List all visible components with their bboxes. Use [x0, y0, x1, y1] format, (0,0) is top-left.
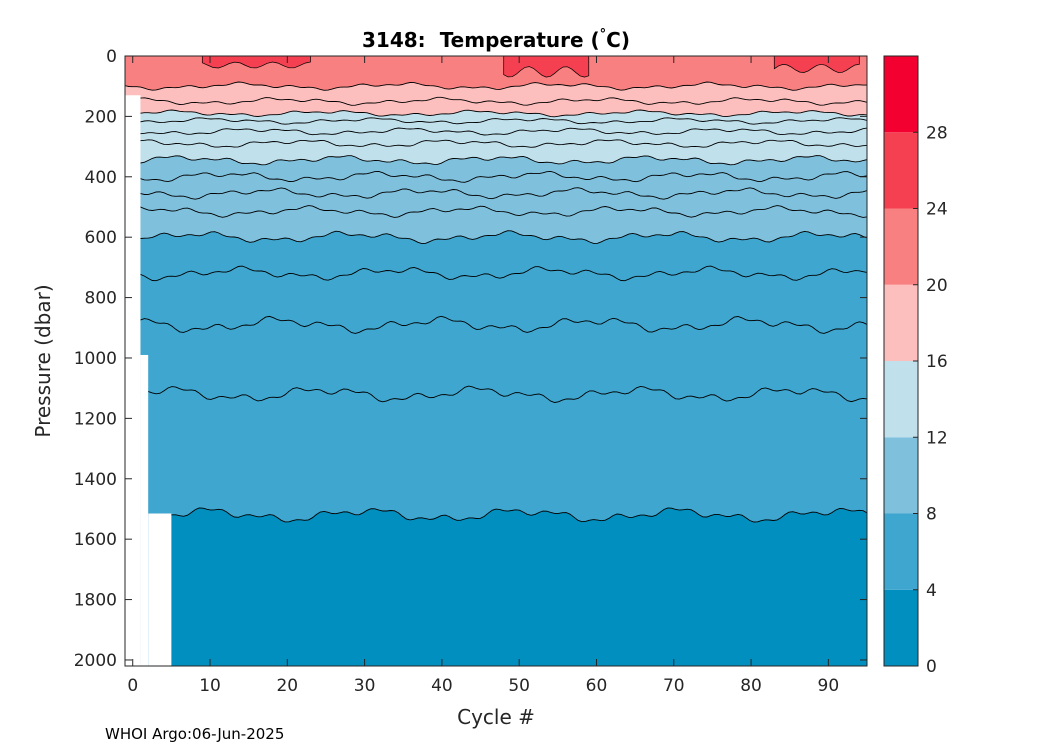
y-tick-label: 400: [85, 168, 117, 188]
warm-patch: [201, 56, 311, 69]
x-tick-label: 10: [199, 676, 221, 696]
contour-line: [125, 187, 867, 200]
x-axis-label: Cycle #: [457, 705, 535, 729]
x-tick-label: 80: [740, 676, 762, 696]
contour-line: [125, 155, 867, 166]
colorbar-tick-label: 28: [926, 123, 948, 143]
colorbar-tick-label: 16: [926, 352, 948, 372]
contour-line: [125, 205, 867, 218]
colorbar-tick-label: 4: [926, 581, 937, 601]
chart-title: 3148: Temperature (°C): [362, 27, 630, 52]
plot-frame: [124, 55, 868, 667]
y-axis-label: Pressure (dbar): [31, 284, 55, 437]
contour-line: [125, 507, 867, 523]
warm-patch: [503, 56, 590, 78]
plot-area: [125, 56, 867, 666]
contour-line: [125, 139, 867, 148]
contour-line: [125, 170, 867, 183]
y-tick-label: 800: [85, 289, 117, 309]
y-tick-label: 1400: [74, 470, 117, 490]
contour-line: [125, 265, 867, 282]
y-tick-label: 1200: [74, 409, 117, 429]
colorbar-tick-label: 8: [926, 505, 937, 525]
y-tick-label: 0: [106, 47, 117, 67]
colorbar-swatch: [884, 208, 918, 285]
x-tick-label: 70: [663, 676, 685, 696]
colorbar-tick-label: 24: [926, 200, 948, 220]
data-gap: [125, 95, 141, 666]
x-tick-label: 30: [354, 676, 376, 696]
y-tick-label: 1600: [74, 530, 117, 550]
colorbar-swatch: [884, 513, 918, 590]
x-tick-label: 60: [586, 676, 608, 696]
colorbar-swatch: [884, 284, 918, 361]
x-tick-label: 50: [508, 676, 530, 696]
x-tick-label: 20: [276, 676, 298, 696]
contour-line: [125, 117, 867, 125]
colorbar-swatch: [884, 437, 918, 514]
colorbar-swatch: [884, 132, 918, 209]
data-gap: [140, 354, 149, 666]
contour-line: [125, 315, 867, 334]
colorbar-swatch: [884, 361, 918, 438]
colorbar-tick-label: 20: [926, 276, 948, 296]
y-tick-label: 600: [85, 228, 117, 248]
contour-line: [125, 385, 867, 403]
colorbar-swatch: [884, 56, 918, 133]
colorbar-tick-label: 0: [926, 657, 937, 677]
y-tick-label: 1000: [74, 349, 117, 369]
contour-line: [125, 109, 867, 118]
band-fill: [125, 56, 867, 91]
x-tick-label: 0: [127, 676, 138, 696]
warm-patch: [773, 56, 860, 73]
contour-line: [125, 127, 867, 136]
colorbar-tick-label: 12: [926, 428, 948, 448]
y-tick-label: 2000: [74, 651, 117, 671]
contour-line: [125, 230, 867, 245]
colorbar: 0 4 8 12 16 20 24 28: [883, 55, 948, 677]
data-gap: [148, 513, 172, 666]
x-tick-label: 40: [431, 676, 453, 696]
colorbar-swatch: [884, 589, 918, 666]
footer-credit: WHOI Argo:06-Jun-2025: [105, 725, 285, 743]
contour-line: [125, 81, 867, 91]
x-tick-label: 90: [818, 676, 840, 696]
y-axis: 0 200 400 600 800 1000 1200 1400 1600 1800 2000: [74, 47, 867, 671]
x-axis: 0 10 20 30 40 50 60 70 80 90: [127, 56, 839, 696]
y-tick-label: 1800: [74, 591, 117, 611]
contour-line: [125, 96, 867, 106]
y-tick-label: 200: [85, 107, 117, 127]
